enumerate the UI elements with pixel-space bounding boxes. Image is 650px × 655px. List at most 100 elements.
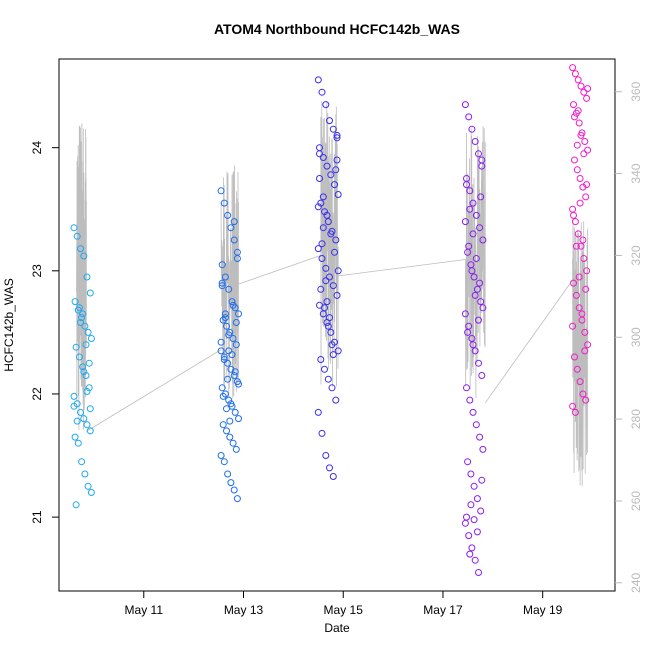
data-point [87,335,95,342]
data-point [79,363,87,371]
data-point [232,319,240,326]
data-point [574,76,582,84]
data-point [571,70,579,78]
x-tick-label: May 15 [324,603,364,617]
data-point [466,205,474,213]
data-point [233,255,241,262]
data-point [465,113,473,121]
data-point [471,138,479,145]
data-point [570,279,577,287]
data-point [473,528,481,536]
data-point [331,181,338,189]
data-point [219,421,227,429]
x-tick-label: May 19 [523,603,563,617]
lines-layer [76,101,588,487]
data-point [475,569,482,576]
data-point [70,224,78,232]
y2-tick-label: 340 [629,163,643,183]
data-point [80,415,88,423]
data-point [583,181,591,189]
data-point [231,408,239,416]
data-point [319,154,327,161]
data-point [577,131,585,139]
data-point [582,396,590,404]
data-point [461,310,469,318]
data-point [327,328,335,336]
data-point [73,232,81,240]
data-point [569,322,577,330]
x-tick-label: May 13 [224,603,264,617]
data-point [86,405,94,413]
data-point [475,316,482,324]
data-point [476,433,484,441]
data-point [223,322,230,330]
data-point [75,304,83,312]
data-point [571,218,579,226]
data-point [71,433,79,441]
data-point [230,236,238,244]
data-point [574,107,582,115]
data-point [577,242,585,250]
data-point [220,199,228,207]
data-point [575,304,583,312]
data-point [471,291,479,299]
data-point [318,255,326,262]
x-axis: May 11 May 13 May 15 May 17 May 19 [125,590,563,617]
data-point [221,310,229,318]
data-point [218,261,226,269]
data-point [328,384,336,392]
data-point [317,285,325,293]
data-point [80,252,88,260]
data-point [572,291,580,299]
data-point [318,429,326,437]
data-point [466,550,474,558]
data-point [85,359,93,367]
data-point [575,273,583,281]
data-point [332,236,340,244]
data-point [584,146,592,154]
data-point [220,353,228,361]
data-point [225,285,233,293]
data-point [83,421,91,429]
data-point [326,314,333,322]
y-tick-label: 24 [30,141,44,155]
data-point [314,203,322,211]
data-point [232,445,240,453]
data-point [477,507,485,515]
data-point [579,390,587,398]
data-point [334,347,342,355]
data-point [72,343,80,351]
data-point [218,282,226,290]
y2-tick-label: 320 [629,245,643,265]
data-point [332,396,340,404]
x-tick-label: May 17 [423,603,463,617]
data-point [463,513,470,521]
data-point [84,482,92,490]
data-point [472,421,480,429]
connector-line-4 [484,279,573,404]
data-point [573,365,581,373]
data-point [70,392,78,400]
data-point [472,211,480,219]
data-point [229,301,237,309]
data-point [571,408,579,416]
data-point [217,452,225,459]
data-point [230,218,238,226]
data-point [329,282,337,290]
data-point [322,277,330,285]
data-point [220,458,228,466]
data-point [476,224,484,232]
data-point [83,388,91,395]
data-point [572,242,580,250]
data-point [77,245,84,253]
data-point [228,298,236,306]
data-point [232,341,240,349]
data-point [223,427,230,435]
data-point [314,76,322,84]
connector-line-1 [86,349,222,432]
data-point [469,341,477,349]
points-layer [70,64,592,576]
data-point [334,267,342,275]
data-point [327,230,335,238]
